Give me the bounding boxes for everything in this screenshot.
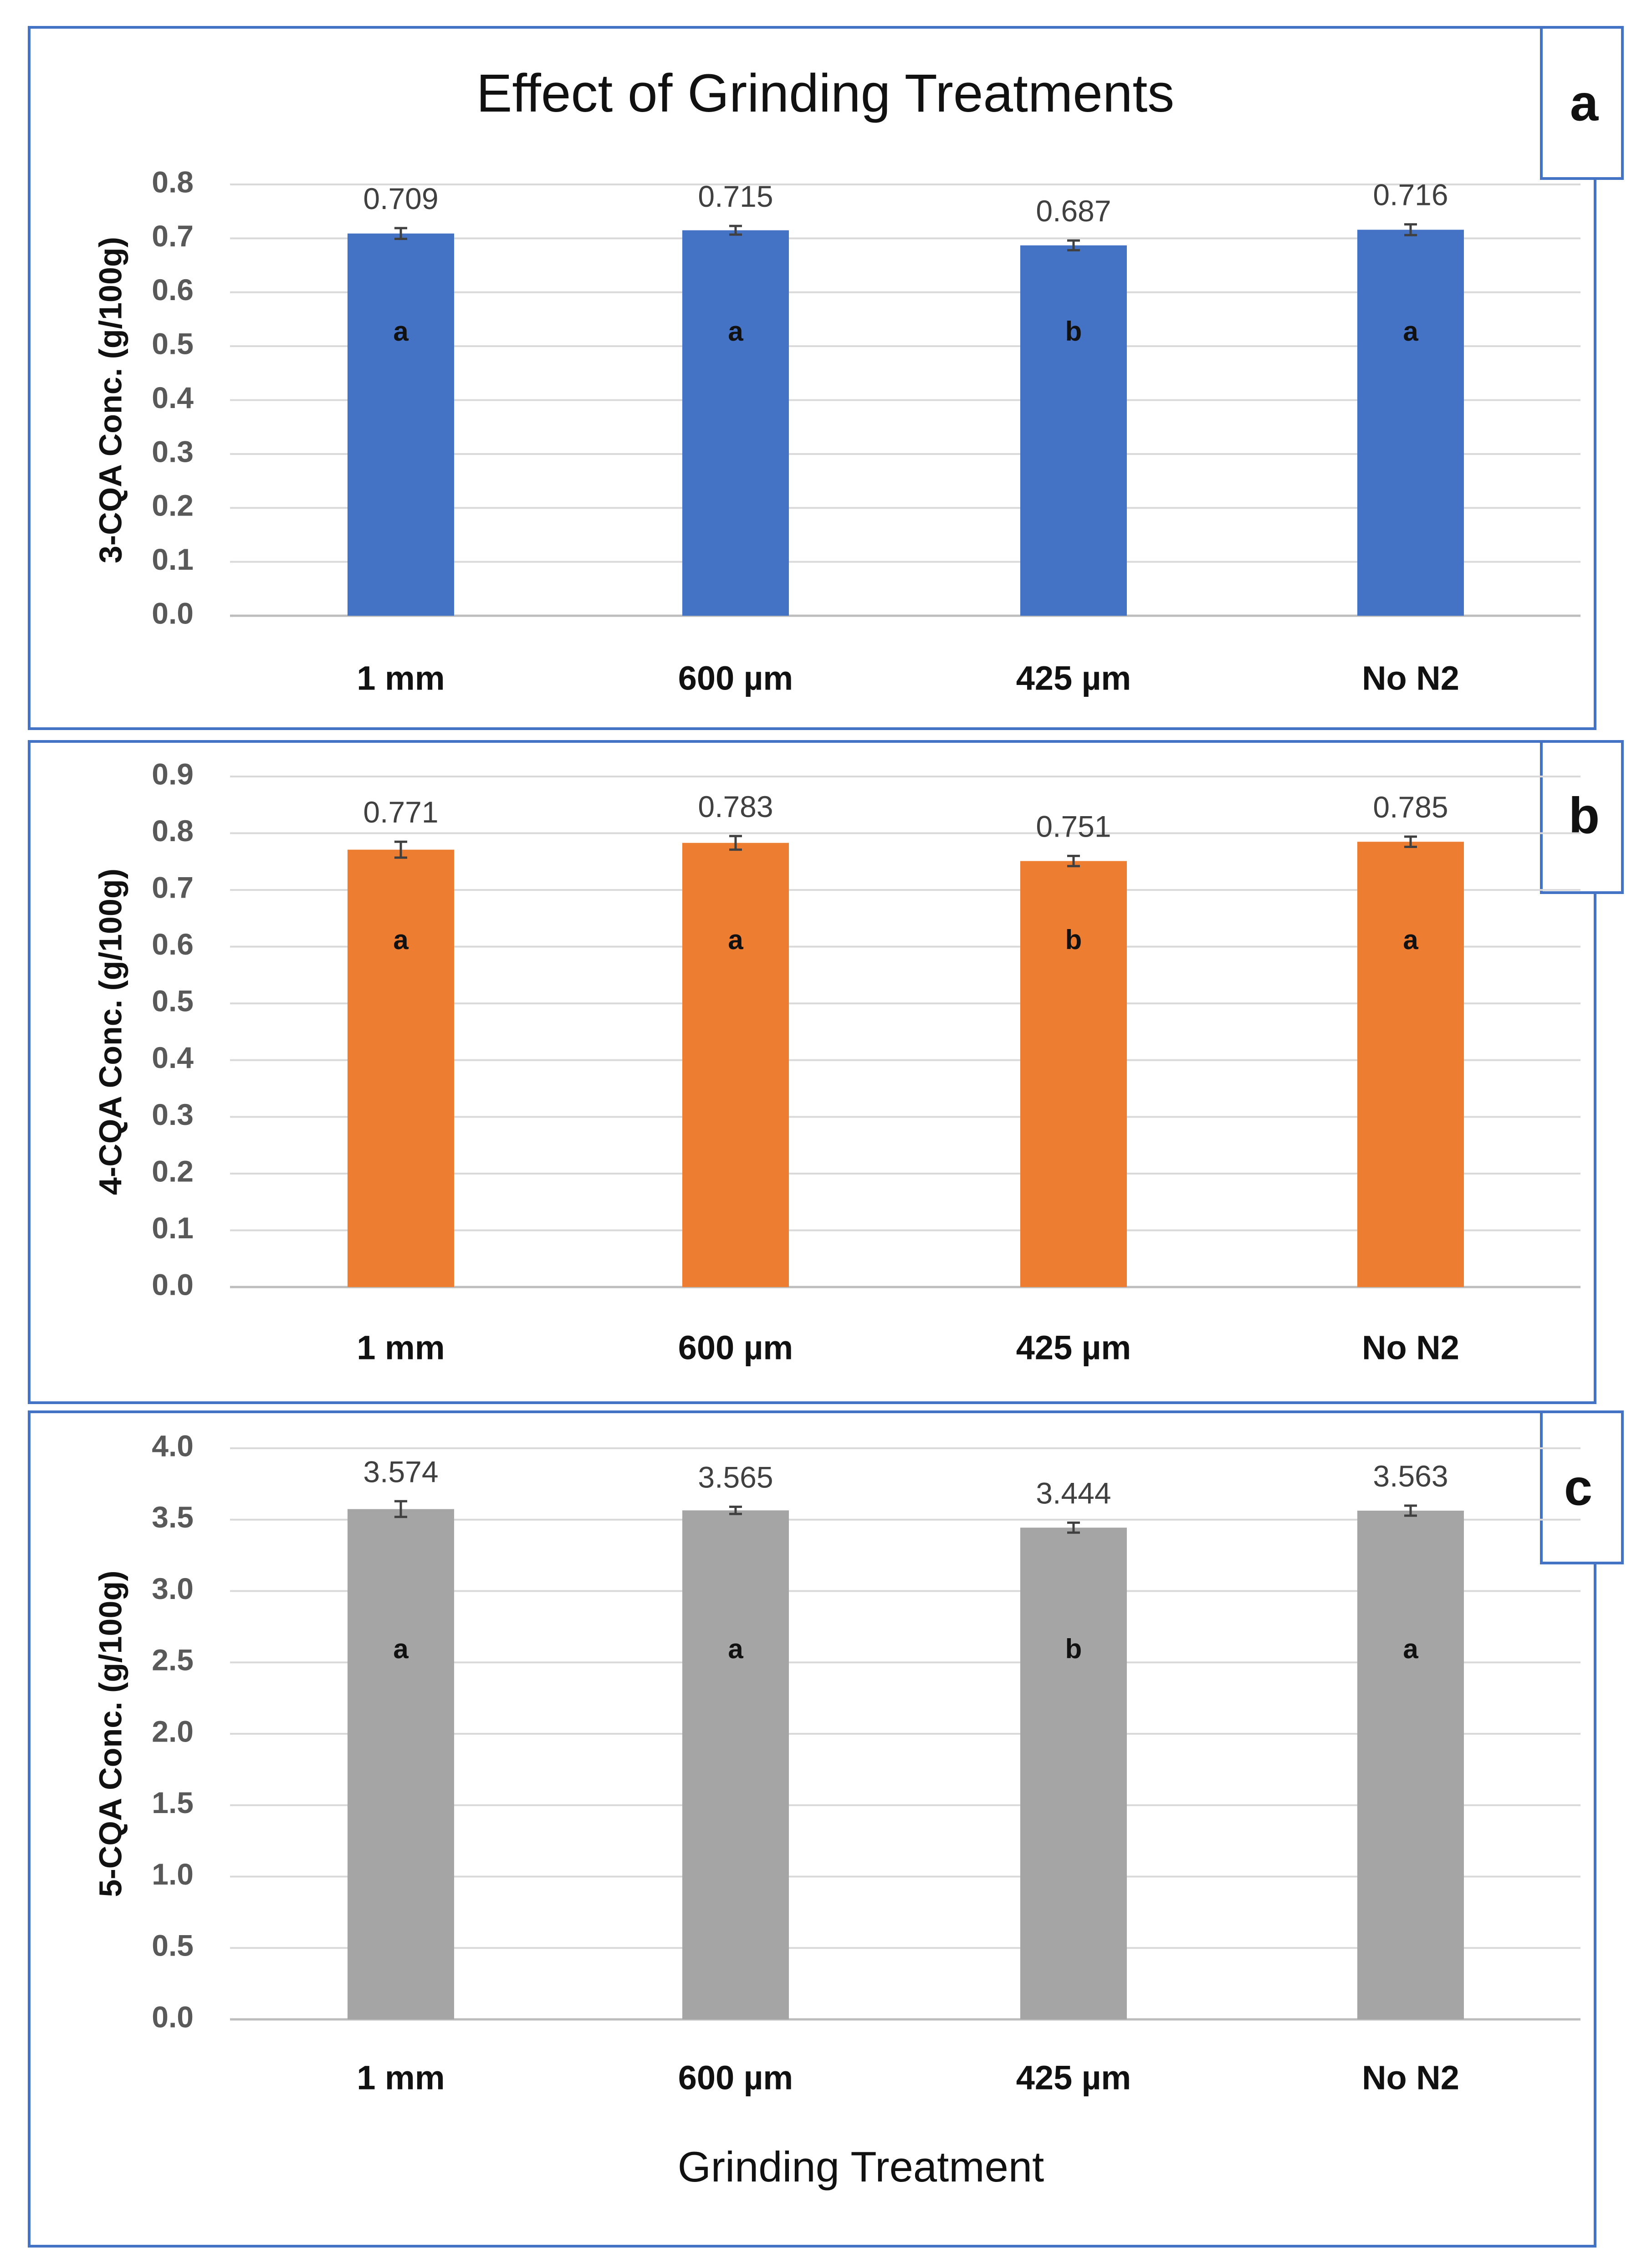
data-label: 0.771 — [363, 795, 438, 829]
y-tick-label: 0.5 — [152, 1929, 194, 1962]
significance-letter: b — [1065, 1634, 1082, 1664]
data-label: 0.687 — [1036, 194, 1111, 228]
y-tick-label: 0.8 — [152, 814, 194, 848]
y-tick-label: 2.5 — [152, 1643, 194, 1677]
data-label: 0.751 — [1036, 809, 1111, 843]
y-tick-label: 2.0 — [152, 1714, 194, 1748]
y-tick-label: 0.9 — [152, 757, 194, 791]
x-tick-label: 425 µm — [1016, 659, 1131, 697]
y-tick-label: 0.6 — [152, 273, 194, 307]
x-tick-label: No N2 — [1362, 659, 1459, 697]
panel-label: c — [1564, 1459, 1592, 1516]
data-label: 0.715 — [698, 179, 773, 213]
significance-letter: a — [728, 316, 743, 347]
y-tick-label: 0.0 — [152, 2000, 194, 2033]
significance-letter: b — [1065, 925, 1082, 955]
panel-label: a — [1570, 75, 1599, 132]
y-axis-label: 3-CQA Conc. (g/100g) — [92, 237, 128, 563]
data-label: 3.574 — [363, 1455, 438, 1488]
y-tick-label: 0.1 — [152, 542, 194, 576]
significance-letter: a — [728, 1634, 743, 1664]
significance-letter: a — [1403, 925, 1418, 955]
x-axis-title: Grinding Treatment — [678, 2143, 1044, 2191]
y-tick-label: 4.0 — [152, 1429, 194, 1462]
bar — [348, 234, 454, 616]
bar — [348, 850, 454, 1287]
y-tick-label: 0.8 — [152, 165, 194, 199]
data-label: 0.783 — [698, 790, 773, 823]
y-tick-label: 1.5 — [152, 1786, 194, 1819]
y-tick-label: 0.3 — [152, 1098, 194, 1131]
y-tick-label: 0.5 — [152, 984, 194, 1018]
data-label: 3.565 — [698, 1461, 773, 1494]
significance-letter: a — [1403, 1634, 1418, 1664]
x-tick-label: No N2 — [1362, 1329, 1459, 1367]
data-label: 0.716 — [1373, 178, 1448, 212]
significance-letter: b — [1065, 316, 1082, 347]
x-tick-label: 425 µm — [1016, 1329, 1131, 1367]
significance-letter: a — [1403, 316, 1418, 347]
bar — [682, 1510, 789, 2019]
x-tick-label: 425 µm — [1016, 2059, 1131, 2097]
bar — [1357, 842, 1464, 1287]
panel-label: b — [1569, 787, 1600, 844]
data-label: 0.709 — [363, 182, 438, 215]
significance-letter: a — [393, 316, 409, 347]
y-tick-label: 0.0 — [152, 596, 194, 630]
figure-title: Effect of Grinding Treatments — [476, 63, 1175, 123]
bar — [1357, 230, 1464, 616]
y-tick-label: 0.0 — [152, 1267, 194, 1301]
grinding-treatments-figure: Effect of Grinding Treatments Grinding T… — [0, 0, 1652, 2253]
y-tick-label: 0.7 — [152, 871, 194, 904]
bar — [1357, 1511, 1464, 2019]
y-tick-label: 0.5 — [152, 327, 194, 361]
x-tick-label: 600 µm — [678, 1329, 793, 1367]
y-tick-label: 0.1 — [152, 1211, 194, 1245]
y-tick-label: 3.0 — [152, 1572, 194, 1605]
y-axis-label: 5-CQA Conc. (g/100g) — [92, 1571, 128, 1897]
y-tick-label: 0.4 — [152, 1041, 194, 1074]
y-tick-label: 0.3 — [152, 434, 194, 468]
y-tick-label: 0.4 — [152, 381, 194, 414]
bar — [348, 1509, 454, 2019]
bar — [1020, 1528, 1127, 2019]
bar — [682, 843, 789, 1287]
y-tick-label: 3.5 — [152, 1500, 194, 1534]
figure-page: Effect of Grinding Treatments Grinding T… — [0, 0, 1652, 2253]
bar — [1020, 245, 1127, 616]
x-tick-label: 600 µm — [678, 659, 793, 697]
y-axis-label: 4-CQA Conc. (g/100g) — [92, 869, 128, 1195]
x-tick-label: 1 mm — [357, 659, 445, 697]
y-tick-label: 0.2 — [152, 1154, 194, 1188]
significance-letter: a — [728, 925, 743, 955]
x-tick-label: 1 mm — [357, 1329, 445, 1367]
x-tick-label: No N2 — [1362, 2059, 1459, 2097]
y-tick-label: 0.2 — [152, 489, 194, 522]
x-tick-label: 600 µm — [678, 2059, 793, 2097]
y-tick-label: 1.0 — [152, 1857, 194, 1891]
y-tick-label: 0.6 — [152, 927, 194, 961]
bar — [682, 230, 789, 616]
x-tick-label: 1 mm — [357, 2059, 445, 2097]
data-label: 3.563 — [1373, 1459, 1448, 1493]
y-tick-label: 0.7 — [152, 219, 194, 253]
significance-letter: a — [393, 1634, 409, 1664]
data-label: 3.444 — [1036, 1476, 1111, 1510]
significance-letter: a — [393, 925, 409, 955]
data-label: 0.785 — [1373, 790, 1448, 824]
